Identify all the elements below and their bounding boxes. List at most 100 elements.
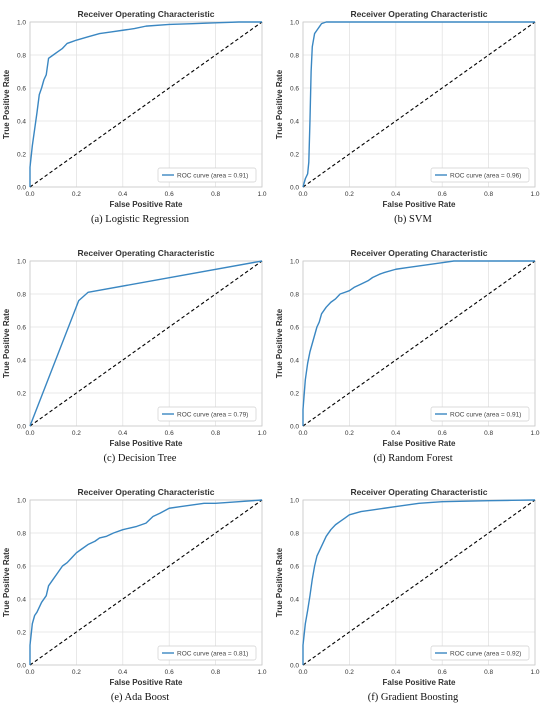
y-axis-label: True Positive Rate xyxy=(2,547,11,617)
roc-panel-3: 0.0 0.2 0.4 0.6 0.8 1.0 0.0 0.2 0.4 0.6 0.8 1.0 Rece… xyxy=(2,248,267,464)
y-tick-label: 0.4 xyxy=(290,118,299,125)
x-tick-label: 0.2 xyxy=(72,669,81,676)
x-tick-label: 0.8 xyxy=(484,430,493,437)
x-tick-label: 0.4 xyxy=(391,669,400,676)
y-tick-label: 0.0 xyxy=(290,423,299,430)
legend-label: ROC curve (area = 0.81) xyxy=(177,650,248,657)
x-tick-label: 0.6 xyxy=(438,669,447,676)
chart-title: Receiver Operating Characteristic xyxy=(77,9,214,19)
y-tick-label: 0.8 xyxy=(290,52,299,59)
panel-caption: (d) Random Forest xyxy=(373,453,452,464)
legend-label: ROC curve (area = 0.91) xyxy=(177,172,248,179)
y-tick-label: 0.0 xyxy=(17,423,26,430)
x-tick-label: 0.6 xyxy=(438,430,447,437)
y-tick-label: 0.2 xyxy=(290,151,299,158)
y-tick-label: 0.8 xyxy=(290,291,299,298)
y-tick-label: 0.4 xyxy=(17,357,26,364)
x-tick-label: 0.0 xyxy=(25,669,34,676)
y-tick-label: 0.0 xyxy=(290,662,299,669)
x-tick-label: 0.6 xyxy=(165,191,174,198)
x-axis-label: False Positive Rate xyxy=(110,200,183,209)
y-tick-label: 0.0 xyxy=(290,184,299,191)
panel-caption: (c) Decision Tree xyxy=(104,453,177,464)
x-tick-label: 0.4 xyxy=(391,191,400,198)
x-tick-label: 0.2 xyxy=(345,191,354,198)
y-tick-label: 0.8 xyxy=(290,530,299,537)
y-axis-label: True Positive Rate xyxy=(275,308,284,378)
x-tick-label: 0.4 xyxy=(118,430,127,437)
roc-panel-5: 0.0 0.2 0.4 0.6 0.8 1.0 0.0 0.2 0.4 0.6 0.8 1.0 Rece… xyxy=(2,487,267,703)
roc-curve xyxy=(302,260,535,426)
roc-panel-4: 0.0 0.2 0.4 0.6 0.8 1.0 0.0 0.2 0.4 0.6 0.8 1.0 Rece… xyxy=(275,248,540,464)
x-tick-label: 1.0 xyxy=(530,191,539,198)
y-tick-label: 0.2 xyxy=(17,390,26,397)
y-tick-label: 0.6 xyxy=(290,563,299,570)
chart-title: Receiver Operating Characteristic xyxy=(350,487,487,497)
legend-label: ROC curve (area = 0.79) xyxy=(177,411,248,418)
y-tick-label: 0.0 xyxy=(17,184,26,191)
x-tick-label: 0.4 xyxy=(118,669,127,676)
chance-line xyxy=(29,499,263,666)
y-tick-label: 0.4 xyxy=(290,357,299,364)
x-tick-label: 0.4 xyxy=(391,430,400,437)
panel-caption: (b) SVM xyxy=(394,214,432,225)
roc-curve xyxy=(302,21,535,188)
x-axis-label: False Positive Rate xyxy=(383,678,456,687)
x-axis-label: False Positive Rate xyxy=(383,439,456,448)
y-tick-label: 1.0 xyxy=(290,497,299,504)
legend-box xyxy=(157,167,257,183)
x-tick-label: 0.8 xyxy=(484,191,493,198)
legend-box xyxy=(157,645,257,661)
panel-caption: (e) Ada Boost xyxy=(111,692,169,703)
x-tick-label: 0.6 xyxy=(438,191,447,198)
chance-line xyxy=(302,260,536,427)
x-tick-label: 1.0 xyxy=(257,669,266,676)
y-axis-label: True Positive Rate xyxy=(2,308,11,378)
x-tick-label: 0.8 xyxy=(211,669,220,676)
panel-caption: (f) Gradient Boosting xyxy=(368,692,459,703)
x-tick-label: 0.2 xyxy=(345,430,354,437)
x-tick-label: 0.6 xyxy=(165,430,174,437)
roc-panel-2: 0.0 0.2 0.4 0.6 0.8 1.0 0.0 0.2 0.4 0.6 0.8 1.0 Rece… xyxy=(275,9,540,225)
x-tick-label: 0.8 xyxy=(211,191,220,198)
legend-box xyxy=(157,406,257,422)
legend-label: ROC curve (area = 0.91) xyxy=(450,411,521,418)
roc-panel-1: 0.0 0.2 0.4 0.6 0.8 1.0 0.0 0.2 0.4 0.6 0.8 1.0 Rece… xyxy=(2,9,267,225)
y-tick-label: 0.6 xyxy=(290,324,299,331)
x-axis-label: False Positive Rate xyxy=(110,439,183,448)
legend-label: ROC curve (area = 0.96) xyxy=(450,172,521,179)
roc-curve xyxy=(29,499,263,665)
x-axis-label: False Positive Rate xyxy=(110,678,183,687)
y-tick-label: 1.0 xyxy=(17,19,26,26)
x-tick-label: 1.0 xyxy=(257,191,266,198)
chance-line xyxy=(302,499,536,666)
y-tick-label: 0.4 xyxy=(17,596,26,603)
roc-panel-6: 0.0 0.2 0.4 0.6 0.8 1.0 0.0 0.2 0.4 0.6 0.8 1.0 Rece… xyxy=(275,487,540,703)
panel-caption: (a) Logistic Regression xyxy=(91,214,190,225)
roc-curve xyxy=(29,21,262,187)
x-tick-label: 0.8 xyxy=(484,669,493,676)
plot-frame xyxy=(302,260,536,427)
x-tick-label: 0.0 xyxy=(25,191,34,198)
y-tick-label: 0.6 xyxy=(17,85,26,92)
y-tick-label: 1.0 xyxy=(290,19,299,26)
x-tick-label: 1.0 xyxy=(530,669,539,676)
legend-box xyxy=(430,645,530,661)
x-tick-label: 0.8 xyxy=(211,430,220,437)
plot-frame xyxy=(29,499,263,666)
chart-title: Receiver Operating Characteristic xyxy=(350,248,487,258)
chart-title: Receiver Operating Characteristic xyxy=(350,9,487,19)
y-axis-label: True Positive Rate xyxy=(275,69,284,139)
y-tick-label: 0.2 xyxy=(290,629,299,636)
legend-box xyxy=(430,406,530,422)
x-tick-label: 0.2 xyxy=(72,430,81,437)
x-tick-label: 0.2 xyxy=(72,191,81,198)
x-axis-label: False Positive Rate xyxy=(383,200,456,209)
y-tick-label: 0.6 xyxy=(17,563,26,570)
x-tick-label: 0.0 xyxy=(298,669,307,676)
y-axis-label: True Positive Rate xyxy=(2,69,11,139)
chart-title: Receiver Operating Characteristic xyxy=(77,248,214,258)
y-tick-label: 0.4 xyxy=(17,118,26,125)
y-tick-label: 1.0 xyxy=(17,497,26,504)
